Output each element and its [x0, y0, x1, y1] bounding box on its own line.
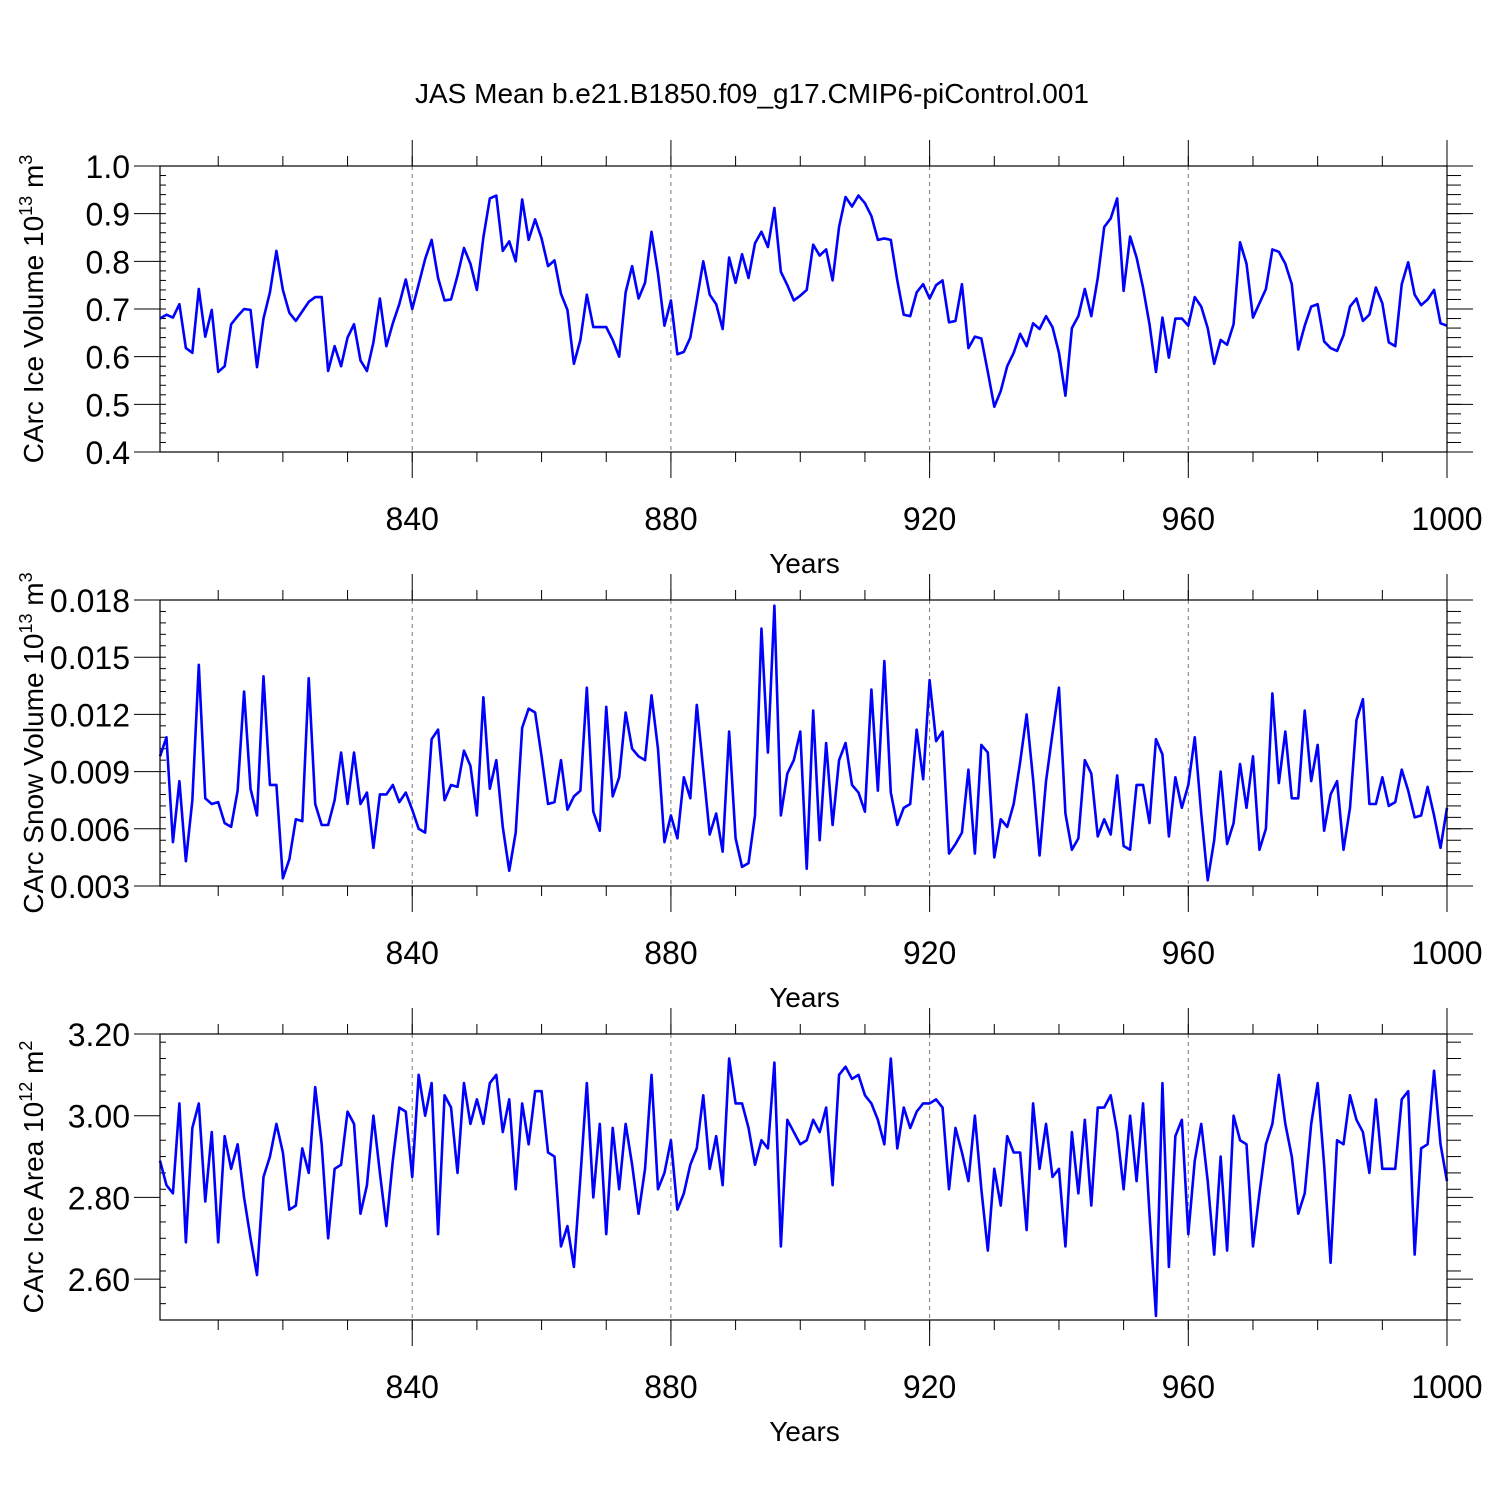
x-tick-label: 880 [644, 935, 697, 971]
x-tick-label: 920 [903, 1369, 956, 1405]
x-tick-label: 1000 [1411, 935, 1482, 971]
y-tick-label: 3.00 [68, 1099, 130, 1135]
chart-title: JAS Mean b.e21.B1850.f09_g17.CMIP6-piCon… [415, 78, 1089, 109]
panels: 840 880 920 960 1000 0.4 0.5 0.6 0.7 0.8 0.9 1.0 Yea… [16, 140, 1483, 1447]
y-tick-label: 2.60 [68, 1262, 130, 1298]
panel-ice-area: 840 880 920 960 1000 2.60 2.80 3.00 3.20 Years CAr… [16, 1008, 1483, 1447]
x-tick-label: 960 [1162, 501, 1215, 537]
plot-frame [159, 165, 1448, 453]
y-tick-label: 0.7 [86, 292, 130, 328]
y-axis-label: CArc Snow Volume 1013 m3 [16, 572, 49, 913]
y-label-superscript: 2 [16, 1041, 36, 1051]
x-tick-label: 960 [1162, 1369, 1215, 1405]
y-tick-label: 1.0 [86, 149, 130, 185]
y-tick-label: 0.015 [50, 640, 130, 676]
y-tick-label: 0.003 [50, 869, 130, 905]
y-tick-label: 0.006 [50, 812, 130, 848]
plot-frame [159, 1033, 1448, 1321]
x-tick-label: 840 [386, 1369, 439, 1405]
x-tick-label: 840 [386, 501, 439, 537]
x-tick-label: 960 [1162, 935, 1215, 971]
x-tick-label: 920 [903, 935, 956, 971]
y-tick-label: 2.80 [68, 1180, 130, 1216]
y-label-text: m [18, 582, 49, 613]
x-tick-label: 840 [386, 935, 439, 971]
series-line [158, 1057, 1449, 1318]
x-axis-label: Years [769, 982, 840, 1013]
y-axis-label: CArc Ice Volume 1013 m3 [16, 155, 49, 464]
panel-snow-volume: 840 880 920 960 1000 0.003 0.006 0.009 0.012 0.01… [16, 572, 1483, 1013]
x-axis-label: Years [769, 548, 840, 579]
y-label-superscript: 13 [16, 196, 36, 216]
y-label-text: CArc Ice Volume 10 [18, 216, 49, 463]
y-label-superscript: 3 [16, 572, 36, 582]
y-axis-label: CArc Ice Area 1012 m2 [16, 1041, 49, 1314]
series-line [158, 604, 1449, 882]
x-tick-label: 1000 [1411, 1369, 1482, 1405]
y-tick-label: 0.012 [50, 697, 130, 733]
y-tick-label: 0.8 [86, 244, 130, 280]
x-tick-label: 880 [644, 1369, 697, 1405]
x-axis-label: Years [769, 1416, 840, 1447]
y-tick-label: 3.20 [68, 1017, 130, 1053]
y-tick-label: 0.6 [86, 340, 130, 376]
y-label-text: CArc Ice Area 10 [18, 1102, 49, 1314]
y-tick-label: 0.018 [50, 583, 130, 619]
y-tick-label: 0.9 [86, 197, 130, 233]
series-line [159, 194, 1448, 409]
plot-frame [159, 599, 1448, 887]
x-tick-label: 920 [903, 501, 956, 537]
x-tick-label: 1000 [1411, 501, 1482, 537]
y-label-superscript: 12 [16, 1082, 36, 1102]
y-label-text: CArc Snow Volume 10 [18, 634, 49, 914]
y-label-superscript: 3 [16, 155, 36, 165]
y-label-superscript: 13 [16, 613, 36, 633]
panel-ice-volume: 840 880 920 960 1000 0.4 0.5 0.6 0.7 0.8 0.9 1.0 Yea… [16, 140, 1483, 579]
y-label-text: m [18, 165, 49, 196]
y-tick-label: 0.5 [86, 387, 130, 423]
y-label-text: m [18, 1051, 49, 1082]
y-tick-label: 0.4 [86, 435, 130, 471]
y-tick-label: 0.009 [50, 755, 130, 791]
x-tick-label: 880 [644, 501, 697, 537]
